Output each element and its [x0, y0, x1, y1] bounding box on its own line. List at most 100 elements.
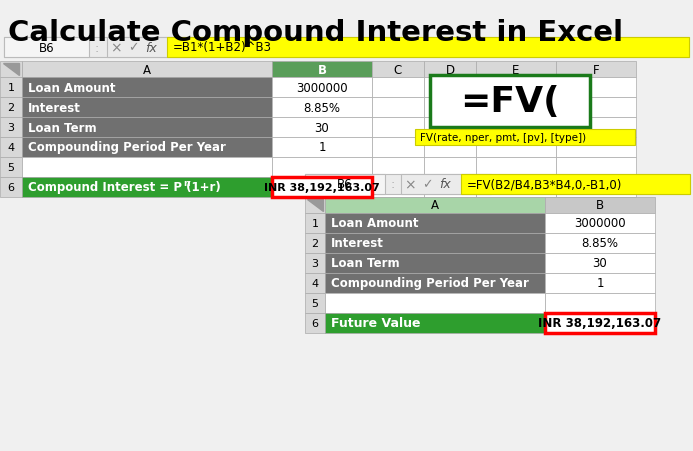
Bar [372, 138, 424, 158]
Bar [107, 38, 197, 58]
Bar [272, 62, 372, 78]
Bar [556, 78, 636, 98]
Bar [545, 213, 655, 234]
Text: C: C [394, 63, 402, 76]
Bar [305, 293, 325, 313]
Text: Calculate Compound Interest in Excel: Calculate Compound Interest in Excel [8, 19, 623, 47]
Bar [305, 253, 325, 273]
Bar [167, 38, 689, 58]
Bar [424, 78, 476, 98]
Bar [272, 118, 372, 138]
Text: Compound Interest = P (1+r): Compound Interest = P (1+r) [28, 181, 221, 194]
Bar [305, 273, 325, 293]
Bar [325, 198, 545, 213]
Text: Interest: Interest [28, 101, 81, 114]
Bar [424, 138, 476, 158]
Text: A: A [143, 63, 151, 76]
Text: 1: 1 [318, 141, 326, 154]
Bar [325, 234, 545, 253]
Bar [22, 98, 272, 118]
Text: 1: 1 [8, 83, 15, 93]
Bar [415, 130, 635, 146]
Bar [556, 62, 636, 78]
Bar [325, 293, 545, 313]
Bar [476, 118, 556, 138]
Text: D: D [446, 63, 455, 76]
Bar [401, 175, 491, 194]
Text: 2: 2 [8, 103, 15, 113]
Text: 6: 6 [8, 183, 15, 193]
Text: n: n [183, 179, 189, 188]
Bar [424, 62, 476, 78]
Text: ×: × [404, 178, 416, 192]
Text: A: A [431, 199, 439, 212]
Text: 3000000: 3000000 [574, 217, 626, 230]
Bar [325, 213, 545, 234]
Bar [476, 158, 556, 178]
Text: E: E [512, 63, 520, 76]
Text: =FV(B2/B4,B3*B4,0,-B1,0): =FV(B2/B4,B3*B4,0,-B1,0) [467, 178, 622, 191]
Bar [556, 138, 636, 158]
Bar [476, 62, 556, 78]
Bar [372, 98, 424, 118]
Text: Loan Term: Loan Term [28, 121, 96, 134]
Text: 30: 30 [593, 257, 607, 270]
Text: Loan Term: Loan Term [331, 257, 400, 270]
Text: 30: 30 [315, 121, 329, 134]
Bar [22, 178, 272, 198]
Text: B6: B6 [39, 41, 54, 55]
Text: INR 38,192,163.07: INR 38,192,163.07 [538, 317, 662, 330]
Text: 3000000: 3000000 [296, 81, 348, 94]
Bar [556, 158, 636, 178]
Text: :: : [391, 178, 395, 191]
Bar [372, 118, 424, 138]
Text: B: B [317, 63, 326, 76]
Bar [476, 78, 556, 98]
Bar [545, 273, 655, 293]
Bar [461, 175, 690, 194]
Bar [272, 138, 372, 158]
Bar [476, 98, 556, 118]
Bar [372, 178, 424, 198]
Bar [545, 293, 655, 313]
Text: 8.85%: 8.85% [304, 101, 340, 114]
Bar [0, 158, 22, 178]
Text: =B1*(1+B2)^B3: =B1*(1+B2)^B3 [173, 41, 272, 55]
Bar [545, 234, 655, 253]
Bar [272, 158, 372, 178]
Text: 2: 2 [311, 239, 319, 249]
Text: 1: 1 [596, 277, 604, 290]
Bar [0, 78, 22, 98]
Bar [430, 76, 590, 128]
Bar [424, 98, 476, 118]
Bar [0, 62, 22, 78]
Bar [476, 178, 556, 198]
Text: Future Value: Future Value [331, 317, 421, 330]
Bar [545, 313, 655, 333]
Text: FV(rate, nper, pmt, [pv], [type]): FV(rate, nper, pmt, [pv], [type]) [420, 133, 586, 143]
Bar [545, 253, 655, 273]
Bar [272, 178, 372, 198]
Bar [545, 198, 655, 213]
Text: Interest: Interest [331, 237, 384, 250]
Text: B: B [596, 199, 604, 212]
Bar [305, 313, 325, 333]
Polygon shape [307, 199, 323, 212]
Text: 3: 3 [8, 123, 15, 133]
Bar [22, 62, 272, 78]
Text: fx: fx [145, 41, 157, 55]
Bar [305, 198, 325, 213]
Bar [424, 178, 476, 198]
Bar [272, 78, 372, 98]
Bar [4, 38, 89, 58]
Bar [22, 118, 272, 138]
Polygon shape [3, 64, 19, 76]
Text: F: F [593, 63, 599, 76]
Bar [372, 78, 424, 98]
Bar [424, 158, 476, 178]
Bar [325, 313, 545, 333]
Text: 4: 4 [311, 278, 319, 288]
Text: 5: 5 [8, 163, 15, 173]
Bar [0, 118, 22, 138]
Bar [372, 158, 424, 178]
